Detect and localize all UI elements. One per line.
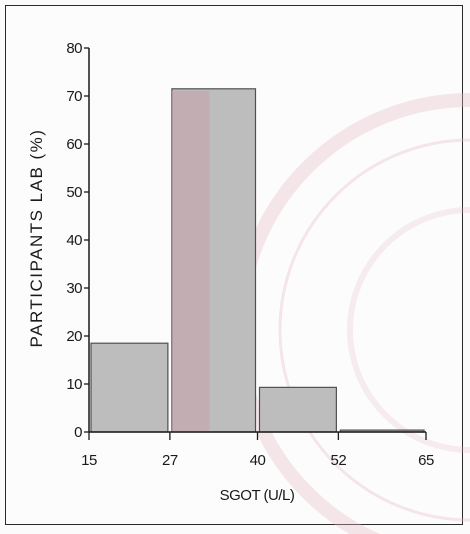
y-tick-label: 10	[66, 376, 82, 393]
watermark-ring-inner	[278, 138, 470, 522]
y-tick-label: 30	[66, 280, 82, 297]
y-axis-ticks: 0 10 20 30 40 50 60 70 80	[66, 40, 89, 441]
y-tick-label: 20	[66, 328, 82, 345]
histogram-bar-40-52	[258, 386, 337, 433]
x-tick-label: 65	[418, 452, 434, 469]
watermark-ring-outer	[233, 93, 470, 534]
y-tick-label: 50	[66, 184, 82, 201]
x-tick-label: 40	[250, 452, 266, 469]
watermark-ring-core	[347, 207, 470, 453]
histogram-bar-shade	[171, 90, 210, 433]
x-tick-label: 52	[331, 452, 347, 469]
x-tick-label: 15	[81, 452, 97, 469]
histogram-bars	[90, 88, 425, 433]
x-axis-title: SGOT (U/L)	[220, 487, 295, 504]
y-tick-label: 80	[66, 40, 82, 57]
background-seal-watermark	[233, 93, 470, 534]
x-tick-label: 27	[162, 452, 178, 469]
y-tick-label: 70	[66, 88, 82, 105]
histogram-bar-15-27	[90, 342, 169, 433]
y-tick-label: 40	[66, 232, 82, 249]
x-axis-ticks: 15 27 40 52 65	[81, 432, 434, 469]
y-axis-title: PARTICIPANTS LAB (%)	[27, 129, 46, 348]
y-tick-label: 0	[74, 424, 82, 441]
y-tick-label: 60	[66, 136, 82, 153]
